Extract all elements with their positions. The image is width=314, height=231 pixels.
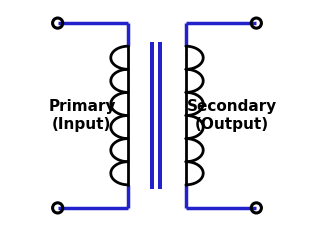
Bar xyxy=(158,42,162,189)
Bar xyxy=(149,42,154,189)
Text: Secondary
(Output): Secondary (Output) xyxy=(187,99,277,132)
Text: Primary
(Input): Primary (Input) xyxy=(48,99,116,132)
